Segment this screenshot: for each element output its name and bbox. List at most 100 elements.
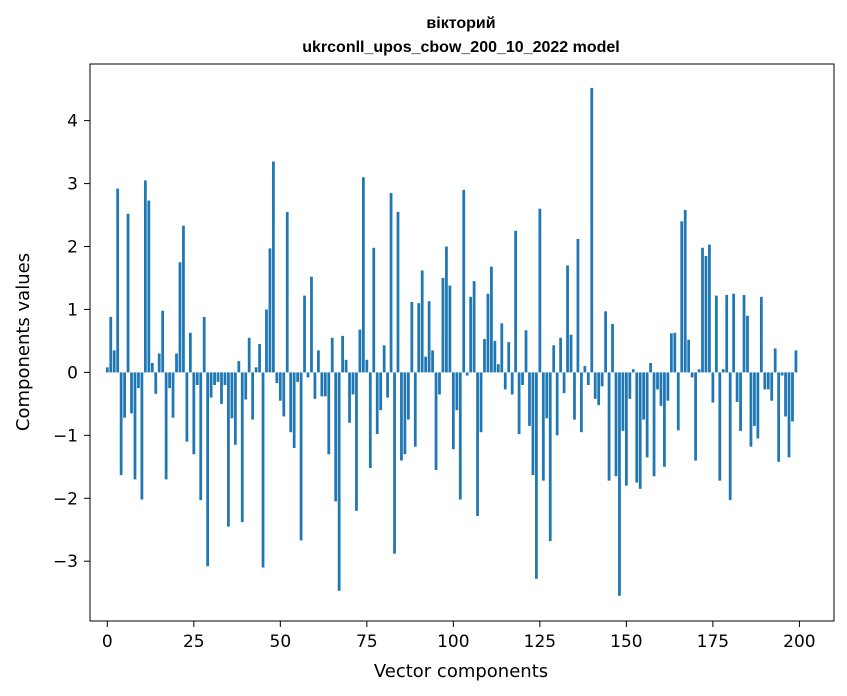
- bar: [216, 372, 220, 382]
- bar: [787, 372, 791, 458]
- bar: [299, 372, 303, 541]
- bar: [638, 372, 642, 489]
- bar: [109, 317, 113, 373]
- bar: [773, 348, 777, 373]
- bar: [192, 372, 196, 455]
- bar: [718, 372, 722, 481]
- bar: [341, 335, 344, 373]
- bar: [697, 369, 701, 373]
- bar: [531, 372, 535, 475]
- x-axis-label: Vector components: [374, 661, 548, 682]
- y-axis-ticks: −3 −2 −1 0 1 2 3 4: [53, 112, 90, 572]
- bar: [361, 177, 365, 373]
- bar: [535, 372, 538, 579]
- x-tick-label: 50: [270, 632, 292, 652]
- bar: [794, 350, 798, 373]
- bar: [417, 303, 421, 373]
- bar: [659, 372, 663, 406]
- y-tick-label: 1: [67, 300, 78, 320]
- bar: [742, 294, 746, 373]
- bar: [327, 372, 331, 455]
- bar: [462, 189, 466, 373]
- bar: [714, 295, 718, 373]
- bar: [254, 367, 258, 373]
- bar: [410, 301, 414, 373]
- bar: [663, 372, 666, 467]
- bar: [164, 372, 168, 480]
- bar: [611, 323, 614, 373]
- bar: [562, 372, 566, 394]
- bar: [126, 213, 130, 373]
- bar: [178, 262, 182, 373]
- bar: [230, 372, 234, 419]
- bar: [275, 372, 279, 384]
- bar: [600, 372, 604, 387]
- bar: [759, 296, 763, 373]
- x-tick-label: 100: [437, 632, 469, 652]
- bar: [486, 293, 490, 373]
- bar: [344, 359, 348, 373]
- bar: [441, 277, 445, 373]
- bar: [424, 356, 428, 373]
- bar: [330, 337, 334, 373]
- bar: [465, 372, 469, 376]
- bar: [739, 372, 742, 431]
- bar: [182, 225, 185, 373]
- bar: [766, 372, 770, 390]
- bar: [604, 311, 607, 373]
- bar: [413, 372, 417, 447]
- y-tick-label: −3: [53, 552, 78, 572]
- bar: [566, 265, 569, 373]
- bar: [649, 362, 652, 373]
- bar: [791, 372, 794, 422]
- chart-title: вікторий: [426, 15, 495, 32]
- x-tick-label: 150: [610, 632, 642, 652]
- bar: [624, 372, 628, 486]
- bar: [368, 372, 372, 469]
- y-tick-label: 2: [67, 238, 78, 258]
- bar: [406, 372, 410, 420]
- bar: [202, 317, 206, 373]
- bar: [372, 247, 376, 373]
- bar: [303, 295, 306, 373]
- bar: [725, 294, 729, 373]
- bar: [735, 372, 739, 402]
- bar: [496, 364, 500, 373]
- bar: [168, 372, 171, 389]
- bar: [195, 372, 199, 385]
- bar: [150, 362, 154, 373]
- bar: [524, 330, 528, 373]
- y-tick-label: 3: [67, 175, 78, 195]
- bar: [348, 372, 351, 423]
- bar: [510, 372, 514, 395]
- bar: [258, 344, 261, 373]
- x-tick-label: 0: [102, 632, 113, 652]
- bar: [451, 372, 455, 450]
- bar: [310, 276, 313, 373]
- bar: [188, 332, 192, 373]
- bar: [503, 372, 507, 390]
- bar: [420, 270, 424, 373]
- bar: [583, 366, 587, 373]
- bar: [472, 281, 476, 373]
- bar: [389, 193, 393, 373]
- bar: [711, 372, 715, 403]
- bar: [154, 372, 158, 394]
- bar: [673, 332, 677, 373]
- x-tick-label: 25: [183, 632, 205, 652]
- bar: [206, 372, 210, 567]
- bar: [618, 372, 621, 596]
- y-tick-label: 0: [67, 363, 78, 383]
- bar: [770, 372, 774, 401]
- bar: [240, 372, 244, 523]
- bar: [320, 372, 324, 397]
- bar: [282, 372, 286, 417]
- bar: [746, 315, 749, 373]
- bar: [701, 247, 704, 373]
- bar: [379, 372, 383, 411]
- bar: [220, 372, 223, 404]
- bar: [116, 188, 120, 373]
- bar: [507, 342, 511, 373]
- bar: [614, 372, 618, 477]
